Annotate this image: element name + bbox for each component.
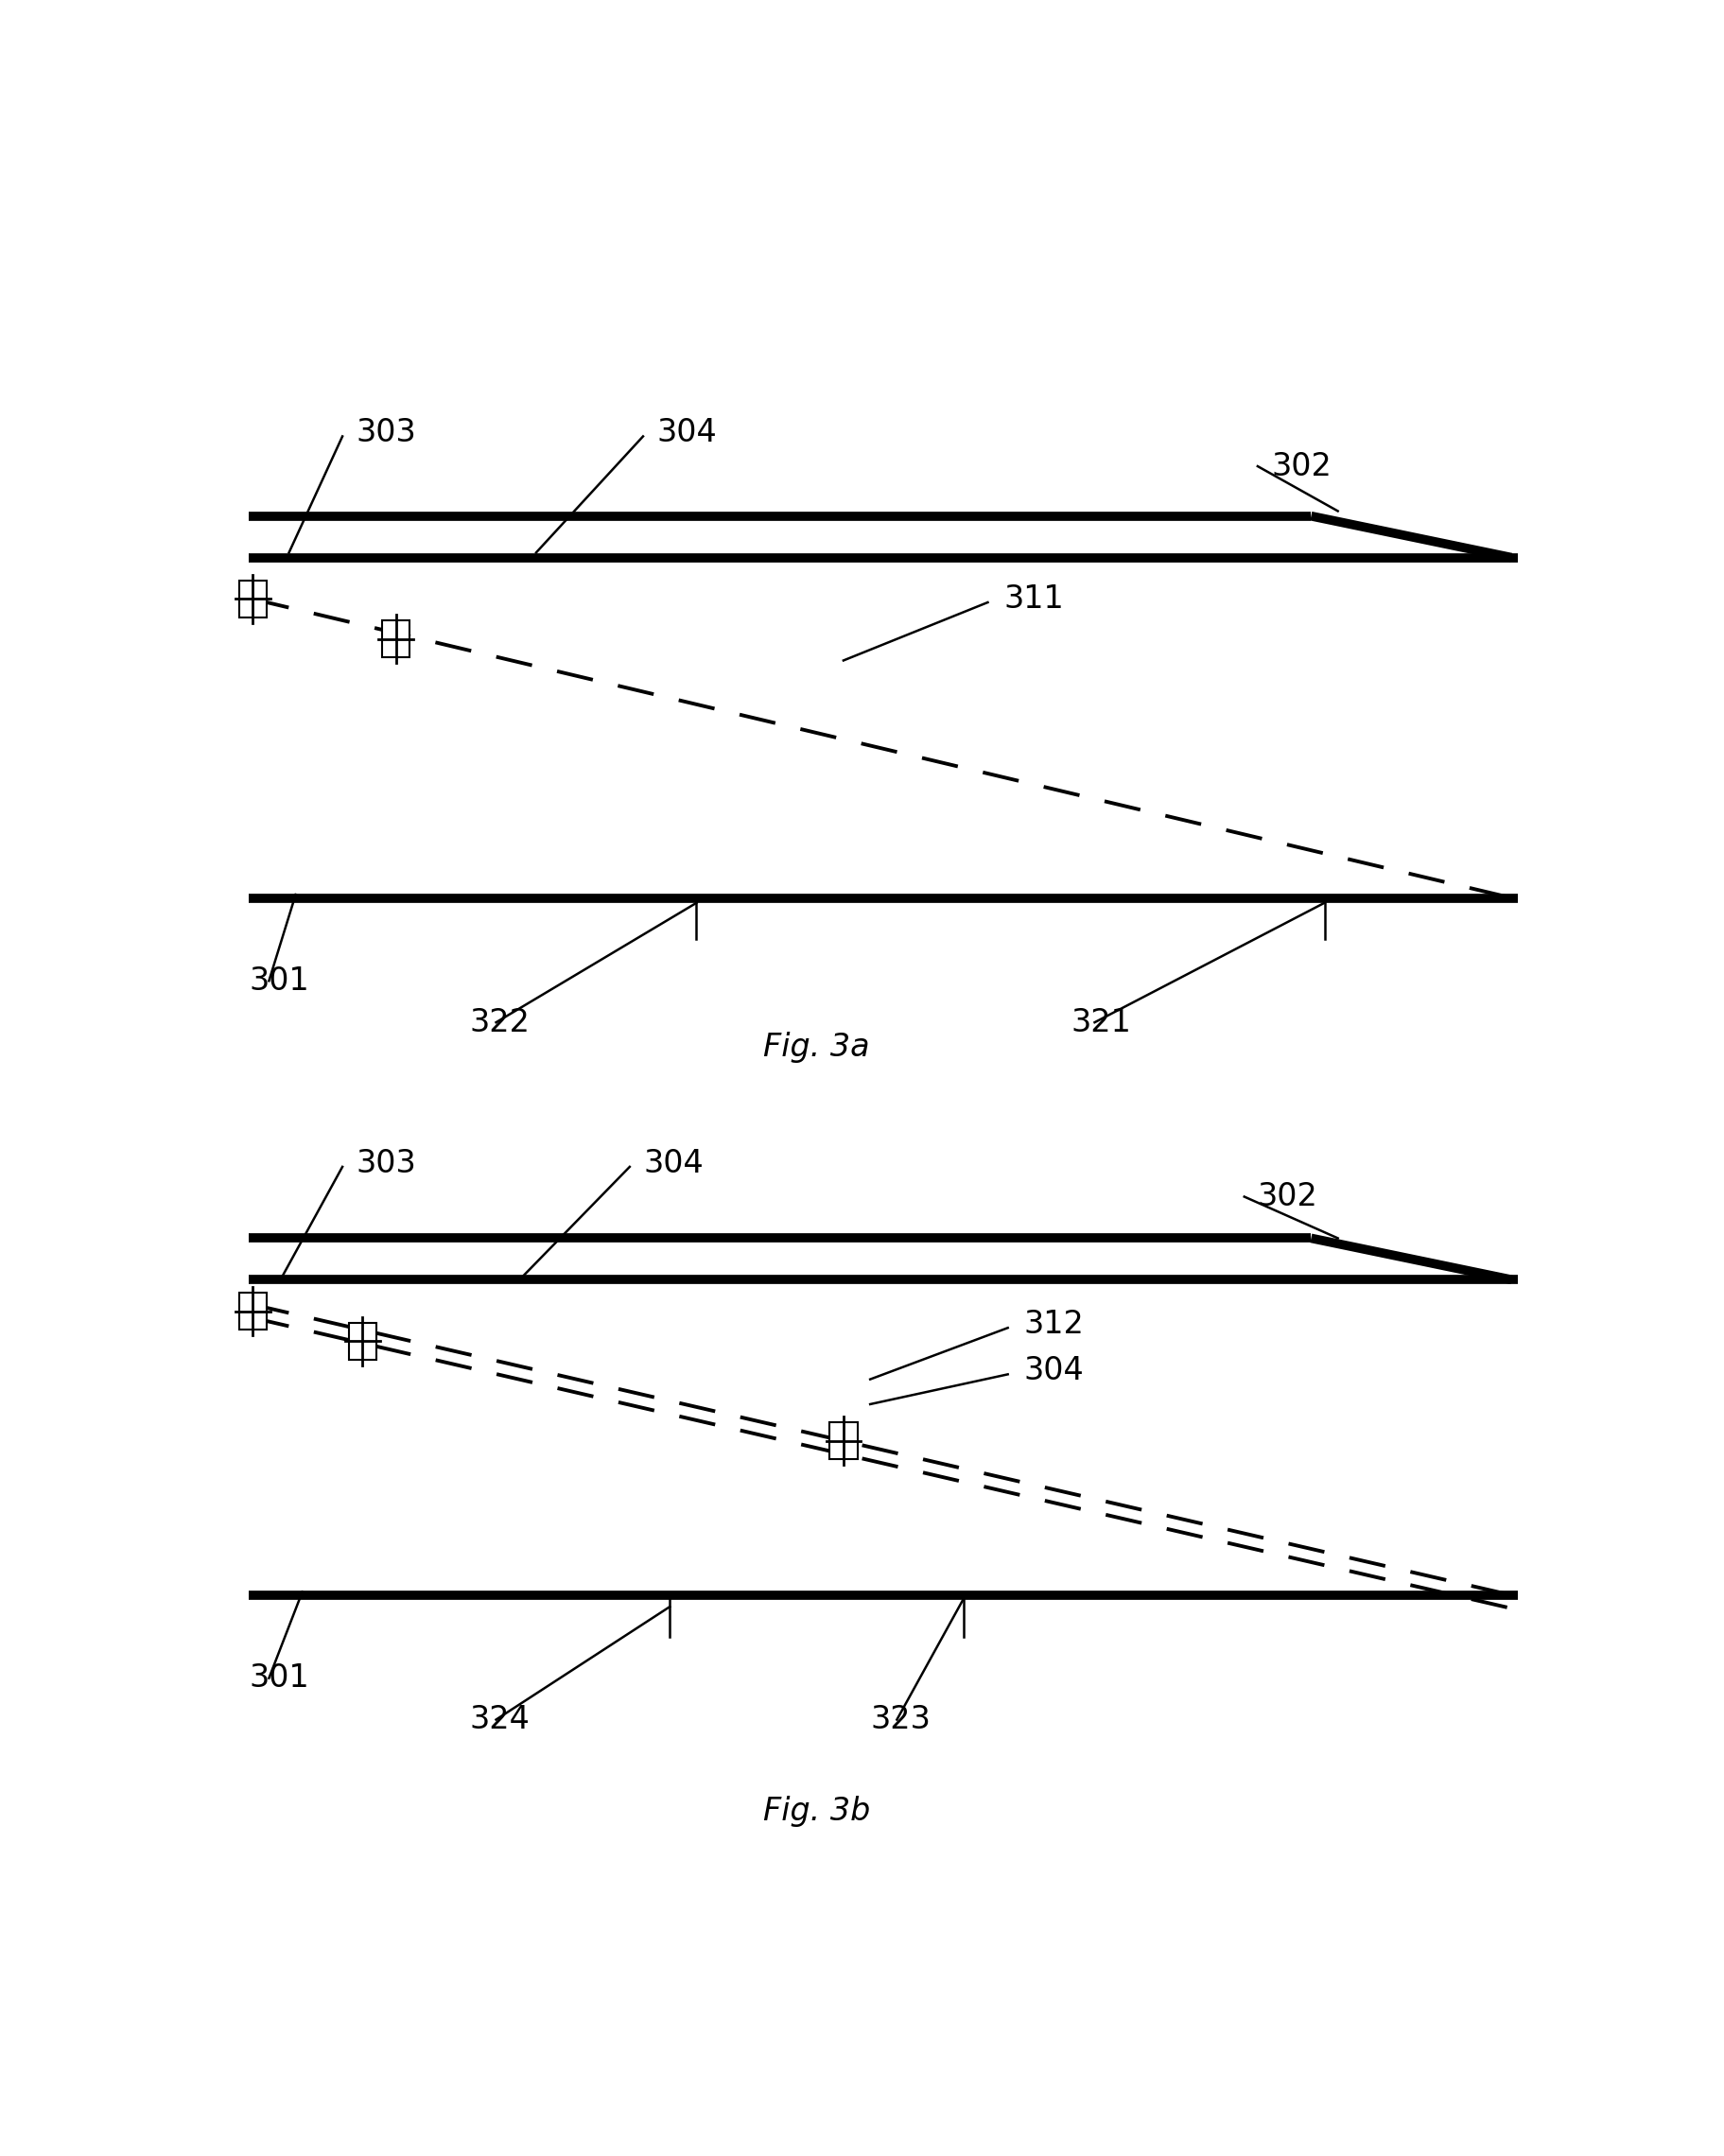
Text: 323: 323 (871, 1703, 931, 1736)
Text: 312: 312 (1024, 1309, 1084, 1341)
Bar (348, 1322, 376, 1360)
Bar (383, 621, 410, 658)
Text: 321: 321 (1071, 1007, 1131, 1037)
Text: 301: 301 (248, 1662, 309, 1695)
Text: 304: 304 (643, 1147, 703, 1179)
Text: 311: 311 (1003, 584, 1064, 614)
Text: 324: 324 (469, 1703, 529, 1736)
Text: 301: 301 (248, 966, 309, 996)
Text: 303: 303 (355, 418, 415, 448)
Text: 304: 304 (657, 418, 717, 448)
Text: 304: 304 (1024, 1356, 1084, 1386)
Text: 302: 302 (1271, 451, 1331, 481)
Text: 302: 302 (1259, 1181, 1319, 1212)
Text: Fig. 3a: Fig. 3a (764, 1033, 871, 1063)
Bar (240, 580, 267, 617)
Text: 322: 322 (469, 1007, 529, 1037)
Text: 303: 303 (355, 1147, 415, 1179)
Text: Fig. 3b: Fig. 3b (764, 1796, 871, 1826)
Bar (829, 1423, 857, 1460)
Bar (240, 1294, 267, 1330)
